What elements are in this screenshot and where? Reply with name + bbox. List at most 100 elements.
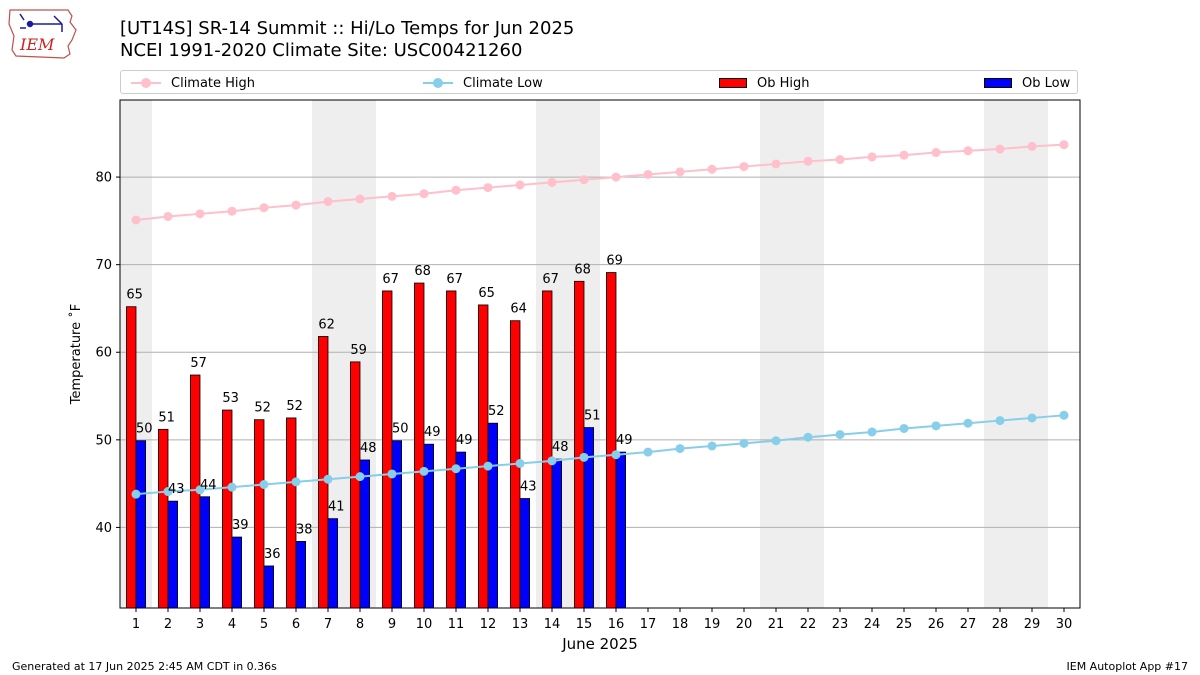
data-label-ob-high-4: 53 [222, 391, 239, 406]
chart-subtitle: NCEI 1991-2020 Climate Site: USC00421260 [120, 40, 523, 61]
data-label-ob-low-12: 52 [488, 404, 505, 419]
bar-ob-low-1 [135, 440, 147, 608]
bar-ob-low-10 [423, 443, 435, 608]
point-climate-high-30 [1059, 140, 1069, 150]
y-tick-label-60: 60 [95, 346, 112, 361]
legend-swatch-climate-low [423, 77, 453, 89]
data-label-ob-high-10: 68 [414, 264, 431, 279]
point-climate-low-18 [675, 444, 685, 454]
data-label-ob-low-3: 44 [200, 478, 217, 493]
point-climate-low-14 [547, 456, 557, 466]
legend-item-ob-high: Ob High [719, 74, 810, 92]
x-tick-label-21: 21 [768, 617, 785, 632]
point-climate-high-20 [739, 162, 749, 172]
bar-ob-high-1 [126, 306, 137, 608]
x-tick-label-18: 18 [672, 617, 689, 632]
data-label-ob-low-11: 49 [456, 433, 473, 448]
line-climate-high [135, 143, 1065, 221]
iowa-outline-shape [8, 9, 77, 59]
point-climate-low-8 [355, 472, 365, 482]
bar-ob-low-2 [167, 500, 179, 608]
point-climate-high-9 [387, 191, 397, 201]
x-tick-label-14: 14 [544, 617, 561, 632]
bar-ob-low-7 [327, 518, 339, 608]
x-tick-label-15: 15 [576, 617, 593, 632]
bar-ob-low-4 [231, 536, 243, 608]
data-label-ob-low-13: 43 [520, 480, 537, 495]
y-tick-label-80: 80 [95, 171, 112, 186]
x-tick-label-20: 20 [736, 617, 753, 632]
data-label-ob-high-15: 68 [574, 262, 591, 277]
point-climate-high-24 [867, 152, 877, 162]
generated-timestamp: Generated at 17 Jun 2025 2:45 AM CDT in … [12, 660, 277, 673]
point-climate-low-20 [739, 438, 749, 448]
point-climate-high-18 [675, 167, 685, 177]
data-label-ob-low-14: 48 [552, 440, 569, 455]
legend-item-climate-low: Climate Low [423, 74, 543, 92]
x-tick-label-1: 1 [132, 617, 140, 632]
point-climate-low-25 [899, 423, 909, 433]
point-climate-high-22 [803, 156, 813, 166]
point-climate-low-1 [131, 489, 141, 499]
bar-ob-high-7 [317, 336, 329, 608]
x-tick-label-13: 13 [512, 617, 529, 632]
x-tick-label-24: 24 [864, 617, 881, 632]
point-climate-high-28 [995, 144, 1005, 154]
point-climate-high-15 [579, 175, 589, 185]
legend-swatch-climate-high [131, 77, 161, 89]
point-climate-low-19 [707, 441, 717, 451]
bar-ob-low-15 [583, 427, 595, 608]
point-climate-high-16 [611, 172, 621, 182]
point-climate-high-11 [451, 185, 461, 195]
x-tick-label-29: 29 [1024, 617, 1041, 632]
point-climate-high-26 [931, 148, 941, 158]
data-label-ob-low-1: 50 [136, 422, 153, 437]
x-tick-label-25: 25 [896, 617, 913, 632]
data-label-ob-high-11: 67 [446, 272, 463, 287]
bar-ob-low-14 [551, 458, 563, 608]
bar-ob-high-10 [413, 282, 425, 608]
weekend-shade-4 [984, 100, 1048, 608]
data-label-ob-low-16: 49 [616, 433, 633, 448]
point-climate-high-27 [963, 146, 973, 156]
bar-ob-low-11 [455, 451, 467, 608]
point-climate-low-17 [643, 447, 653, 457]
x-tick-label-28: 28 [992, 617, 1009, 632]
data-label-ob-low-15: 51 [584, 409, 601, 424]
point-climate-low-22 [803, 432, 813, 442]
x-tick-label-2: 2 [164, 617, 172, 632]
x-tick-label-11: 11 [448, 617, 465, 632]
bar-ob-high-4 [221, 409, 233, 608]
point-climate-high-8 [355, 194, 365, 204]
chart-title: [UT14S] SR-14 Summit :: Hi/Lo Temps for … [120, 18, 575, 39]
x-tick-label-9: 9 [388, 617, 396, 632]
data-label-ob-high-5: 52 [254, 401, 271, 416]
point-climate-low-7 [323, 474, 333, 484]
point-climate-high-14 [547, 177, 557, 187]
bar-ob-high-12 [477, 304, 489, 608]
data-label-ob-high-13: 64 [510, 302, 527, 317]
app-credit: IEM Autoplot App #17 [1066, 660, 1189, 673]
point-climate-high-10 [419, 189, 429, 199]
data-label-ob-low-5: 36 [264, 547, 281, 562]
data-label-ob-high-14: 67 [542, 272, 559, 287]
data-label-ob-high-12: 65 [478, 286, 495, 301]
point-climate-low-16 [611, 450, 621, 460]
x-tick-label-30: 30 [1056, 617, 1073, 632]
data-label-ob-low-7: 41 [328, 500, 345, 515]
x-tick-label-6: 6 [292, 617, 300, 632]
data-label-ob-low-6: 38 [296, 522, 313, 537]
bar-ob-high-9 [381, 290, 393, 608]
point-climate-low-5 [259, 480, 269, 490]
x-axis-label: June 2025 [561, 635, 638, 653]
point-climate-low-21 [771, 436, 781, 446]
data-label-ob-low-4: 39 [232, 518, 249, 533]
point-climate-low-30 [1059, 410, 1069, 420]
point-climate-low-27 [963, 418, 973, 428]
iem-logo: IEM [6, 6, 82, 60]
y-tick-label-50: 50 [95, 433, 112, 448]
data-label-ob-low-10: 49 [424, 425, 441, 440]
bar-ob-high-11 [445, 290, 457, 608]
bar-ob-low-5 [263, 565, 275, 608]
y-axis-label: Temperature ˚F [68, 304, 84, 405]
